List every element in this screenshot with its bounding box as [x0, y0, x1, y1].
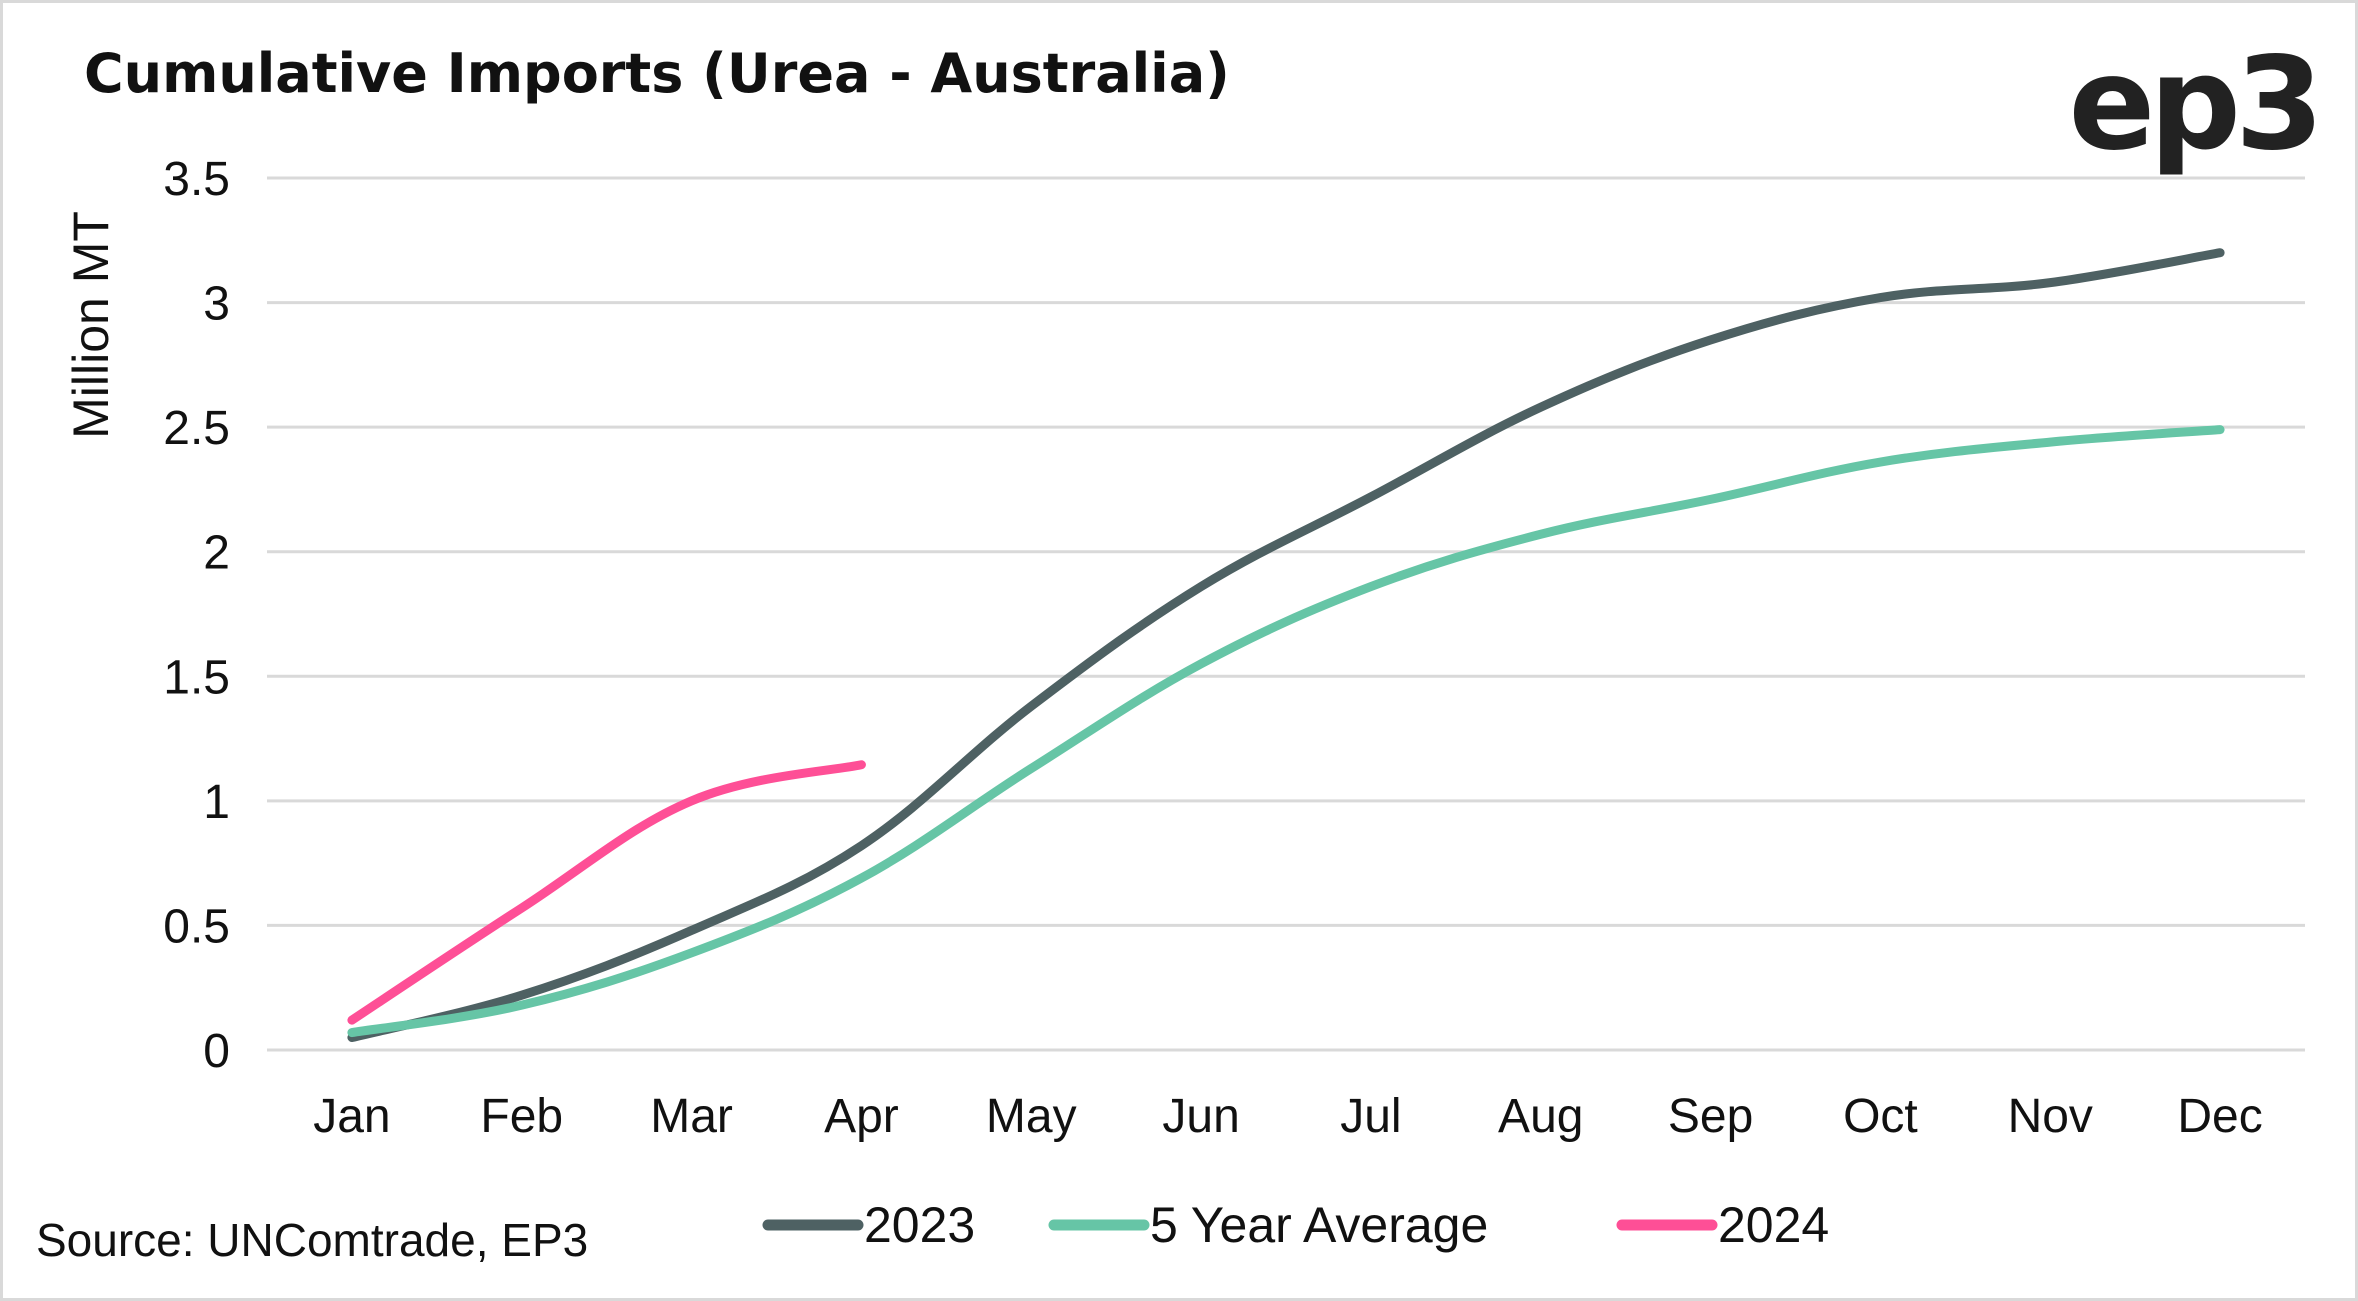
legend-label: 2023	[864, 1197, 975, 1253]
x-tick-label: Jul	[1340, 1090, 1401, 1143]
y-axis-title: Million MT	[63, 211, 119, 439]
y-tick-label: 3	[203, 278, 230, 331]
x-tick-label: Apr	[824, 1090, 899, 1143]
x-tick-label: Jan	[313, 1090, 390, 1143]
series-line-5-year-average	[347, 425, 2225, 1038]
legend-item: 5 Year Average	[1048, 1197, 1488, 1253]
x-tick-label: Aug	[1498, 1090, 1583, 1143]
y-tick-label: 2.5	[163, 402, 230, 455]
y-tick-label: 1.5	[163, 651, 230, 704]
legend-item: 2023	[762, 1197, 975, 1253]
gridlines	[267, 176, 2305, 1052]
y-tick-label: 3.5	[163, 153, 230, 206]
y-tick-label: 1	[203, 776, 230, 829]
ep3-logo: ep3	[2069, 30, 2319, 179]
series-line-2024	[347, 760, 866, 1025]
legend-label: 2024	[1718, 1197, 1829, 1253]
x-tick-label: Mar	[650, 1090, 733, 1143]
x-tick-label: Dec	[2177, 1090, 2262, 1143]
x-tick-label: May	[986, 1090, 1077, 1143]
chart-title: Cumulative Imports (Urea - Australia)	[84, 42, 1230, 105]
x-axis-ticks: Jan Feb Mar Apr May Jun Jul Aug Sep Oct Nov Dec	[313, 1090, 2263, 1143]
series-lines	[347, 248, 2225, 1043]
source-note: Source: UNComtrade, EP3	[36, 1214, 588, 1266]
legend: 2023 5 Year Average 2024	[762, 1197, 1829, 1253]
legend-item: 2024	[1616, 1197, 1829, 1253]
y-tick-label: 0	[203, 1025, 230, 1078]
x-tick-label: Sep	[1668, 1090, 1753, 1143]
x-tick-label: Feb	[480, 1090, 563, 1143]
y-tick-label: 0.5	[163, 900, 230, 953]
x-tick-label: Nov	[2008, 1090, 2093, 1143]
legend-label: 5 Year Average	[1150, 1197, 1488, 1253]
x-tick-label: Jun	[1162, 1090, 1239, 1143]
y-axis-ticks: 0 0.5 1 1.5 2 2.5 3 3.5	[163, 153, 230, 1078]
x-tick-label: Oct	[1843, 1090, 1918, 1143]
series-line-2023	[347, 248, 2225, 1043]
y-tick-label: 2	[203, 527, 230, 580]
